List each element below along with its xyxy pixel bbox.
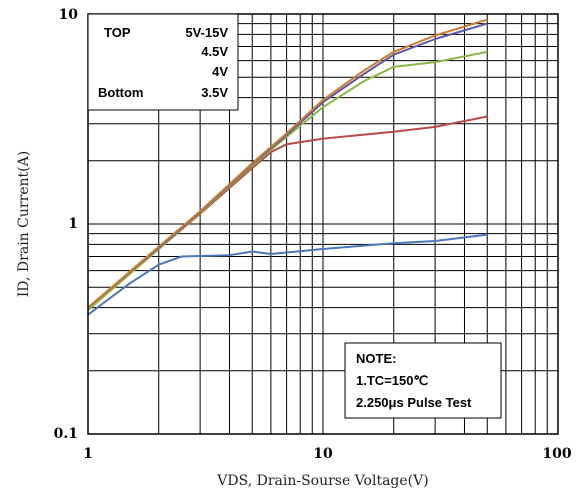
y-axis-label: ID, Drain Current(A) (16, 151, 32, 297)
x-tick-label: 1 (83, 446, 93, 462)
y-tick-label: 1 (68, 216, 78, 232)
legend-top-label: TOP (104, 25, 131, 40)
legend: TOP 5V-15V 4.5V 4V Bottom 3.5V (87, 13, 239, 111)
series-line (87, 18, 488, 309)
series-group (87, 18, 488, 316)
legend-entry: 4.5V (201, 44, 228, 59)
note-line: 1.TC=150℃ (356, 373, 428, 388)
y-tick-label: 10 (59, 7, 79, 23)
legend-bottom-label: Bottom (98, 85, 144, 100)
note-title: NOTE: (356, 351, 396, 366)
note-line: 2.250μs Pulse Test (356, 395, 472, 410)
note-frame (344, 342, 502, 419)
y-tick-label: 0.1 (54, 426, 78, 442)
x-axis-label: VDS, Drain-Sourse Voltage(V) (216, 473, 428, 489)
legend-entry: 4V (212, 64, 228, 79)
x-tick-label: 10 (313, 446, 333, 462)
series-line (87, 233, 488, 316)
note-box: NOTE: 1.TC=150℃ 2.250μs Pulse Test (344, 342, 502, 419)
x-tick-label: 100 (542, 446, 571, 462)
legend-box (87, 13, 239, 111)
legend-entry: 5V-15V (185, 25, 228, 40)
plot-frame (87, 13, 559, 435)
legend-entry: 3.5V (201, 85, 228, 100)
